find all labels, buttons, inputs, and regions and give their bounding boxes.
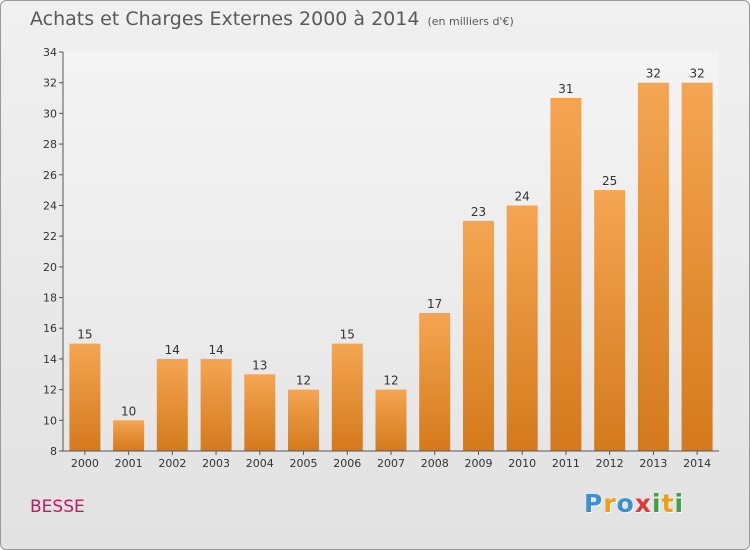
value-label: 24: [515, 190, 530, 204]
value-label: 15: [77, 328, 92, 342]
x-tick-label: 2011: [552, 457, 580, 470]
bar: [288, 389, 319, 451]
y-tick-label: 30: [43, 107, 57, 120]
value-label: 13: [252, 358, 267, 372]
y-tick-label: 28: [43, 138, 57, 151]
y-tick-label: 26: [43, 169, 57, 182]
value-label: 14: [165, 343, 180, 357]
x-tick-label: 2001: [115, 457, 143, 470]
bar: [200, 358, 232, 451]
bar: [331, 343, 363, 451]
bar: [506, 205, 538, 451]
value-label: 10: [121, 404, 136, 418]
x-tick-label: 2007: [377, 457, 405, 470]
y-tick-label: 14: [43, 353, 57, 366]
chart-title: Achats et Charges Externes 2000 à 2014 (e…: [30, 8, 514, 30]
logo-letter: x: [634, 489, 652, 518]
bar: [156, 358, 188, 451]
x-tick-label: 2014: [683, 457, 711, 470]
value-label: 32: [689, 67, 704, 81]
y-tick-label: 34: [43, 46, 57, 59]
bar: [463, 220, 494, 451]
y-tick-label: 32: [43, 77, 57, 90]
proxiti-logo: Proxiti: [584, 489, 684, 518]
y-tick-label: 16: [43, 322, 57, 335]
x-tick-label: 2008: [421, 457, 449, 470]
axes-group: 8 10 12 14 16 18 20 22 24 26 28 30 32 34 2000 2001 2002 2…: [43, 46, 719, 470]
value-label: 12: [296, 374, 311, 388]
value-label: 25: [602, 174, 617, 188]
x-tick-label: 2010: [508, 457, 536, 470]
x-tick-label: 2006: [333, 457, 361, 470]
x-tick-label: 2000: [71, 457, 99, 470]
x-tick-label: 2013: [639, 457, 667, 470]
bar: [681, 82, 713, 451]
y-tick-label: 10: [43, 414, 57, 427]
x-tick-label: 2009: [464, 457, 492, 470]
logo-letter: i: [652, 489, 662, 518]
value-label: 32: [646, 67, 661, 81]
bar: [419, 312, 451, 451]
logo-letter: r: [603, 489, 617, 518]
bar: [594, 190, 626, 451]
y-tick-label: 18: [43, 292, 57, 305]
bar: [244, 374, 276, 451]
logo-letter: i: [674, 489, 685, 518]
commune-name: BESSE: [30, 497, 85, 517]
logo-letter: o: [616, 489, 635, 518]
x-tick-label: 2002: [158, 457, 186, 470]
unit-label: (en milliers d'€): [427, 15, 514, 28]
x-tick-label: 2012: [596, 457, 624, 470]
y-tick-label: 22: [43, 230, 57, 243]
bar: [113, 420, 145, 451]
value-label: 31: [558, 82, 573, 96]
value-label: 14: [208, 343, 223, 357]
bar: [637, 82, 669, 451]
y-tick-label: 12: [43, 384, 57, 397]
x-tick-label: 2005: [290, 457, 318, 470]
y-tick-label: 24: [43, 199, 57, 212]
bars-group: 15 10 14 14 13 12 15 12 17 23 24 31 25 32 32: [69, 67, 713, 451]
y-tick-label: 8: [50, 445, 57, 458]
value-label: 12: [383, 374, 398, 388]
value-label: 15: [340, 328, 355, 342]
logo-letter: P: [584, 489, 604, 518]
bar: [550, 98, 582, 451]
value-label: 23: [471, 205, 486, 219]
bar: [69, 343, 101, 451]
chart-title-text: Achats et Charges Externes 2000 à 2014: [30, 8, 420, 30]
x-tick-label: 2003: [202, 457, 230, 470]
value-label: 17: [427, 297, 442, 311]
x-tick-label: 2004: [246, 457, 274, 470]
logo-letter: t: [661, 489, 675, 518]
bar: [375, 389, 407, 451]
y-tick-label: 20: [43, 261, 57, 274]
